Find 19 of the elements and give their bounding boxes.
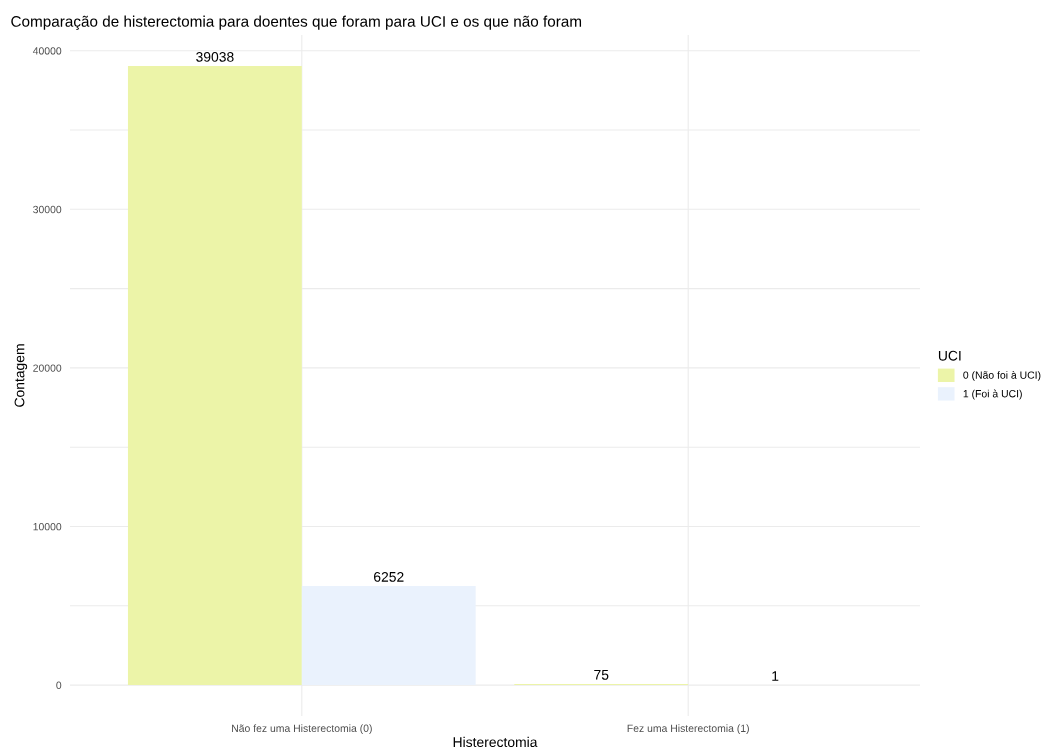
- bar: [301, 585, 476, 686]
- data-label: 1: [772, 671, 779, 681]
- bar: [127, 65, 302, 686]
- x-axis-title: Histerectomia: [453, 736, 538, 747]
- legend-title: UCI: [938, 350, 961, 361]
- y-tick-label: 40000: [32, 47, 62, 55]
- y-axis-title: Contagem: [14, 344, 28, 407]
- data-label: 75: [594, 670, 609, 680]
- x-tick-label: Fez uma Histerectomia (1): [627, 724, 749, 735]
- data-label: 6252: [374, 571, 404, 582]
- legend-label: 0 (Não foi à UCI): [963, 371, 1041, 381]
- y-tick-label: 30000: [33, 205, 62, 214]
- y-tick-label: 20000: [33, 364, 62, 372]
- y-tick-label: 10000: [33, 522, 62, 531]
- x-tick-label: Não fez uma Histerectomia (0): [232, 724, 372, 735]
- legend-label: 1 (Foi à UCI): [963, 389, 1022, 400]
- y-tick-label: 0: [56, 681, 62, 689]
- data-label: 39038: [196, 51, 234, 62]
- chart-title: Comparação de histerectomia para doentes que foram para UCI e os que não foram: [11, 15, 582, 30]
